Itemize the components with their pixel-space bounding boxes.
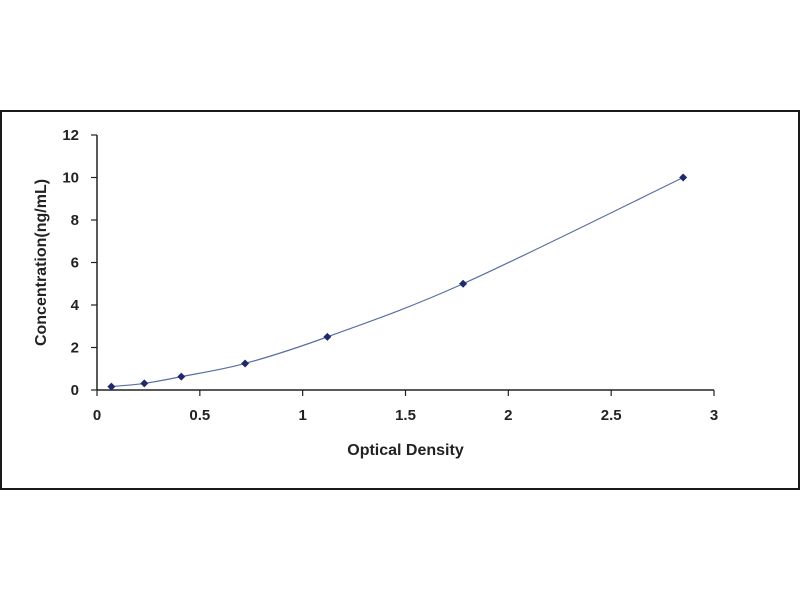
x-tick-label: 1 [298, 407, 306, 424]
y-tick-label: 0 [71, 382, 79, 399]
data-point [107, 382, 116, 391]
chart-frame: 0 0.5 1 1.5 2 2.5 3 0 2 4 6 8 10 12 Optical Density … [0, 110, 800, 490]
fit-curve [111, 176, 684, 388]
y-tick-label: 6 [71, 255, 79, 272]
y-tick-label: 4 [71, 297, 80, 314]
x-tick-label: 0.5 [189, 407, 210, 424]
y-tick-label: 2 [71, 340, 79, 357]
x-tick-label: 2.5 [601, 407, 622, 424]
y-axis-title: Concentration(ng/mL) [33, 179, 50, 346]
y-tick-label: 12 [62, 127, 79, 144]
data-point [459, 279, 468, 288]
data-point [140, 379, 149, 388]
data-point [679, 173, 688, 182]
y-tick-label: 8 [71, 212, 79, 229]
y-tick-label: 10 [62, 170, 79, 187]
y-axis-ticks: 0 2 4 6 8 10 12 [62, 127, 97, 399]
x-axis-title: Optical Density [347, 442, 464, 459]
data-points [107, 173, 688, 391]
x-tick-label: 2 [504, 407, 512, 424]
axes [96, 135, 714, 391]
x-tick-label: 0 [93, 407, 101, 424]
x-tick-label: 3 [710, 407, 718, 424]
data-point [241, 359, 250, 368]
x-axis-ticks: 0 0.5 1 1.5 2 2.5 3 [93, 390, 718, 424]
data-point [177, 372, 186, 381]
x-tick-label: 1.5 [395, 407, 416, 424]
data-point [323, 332, 332, 341]
